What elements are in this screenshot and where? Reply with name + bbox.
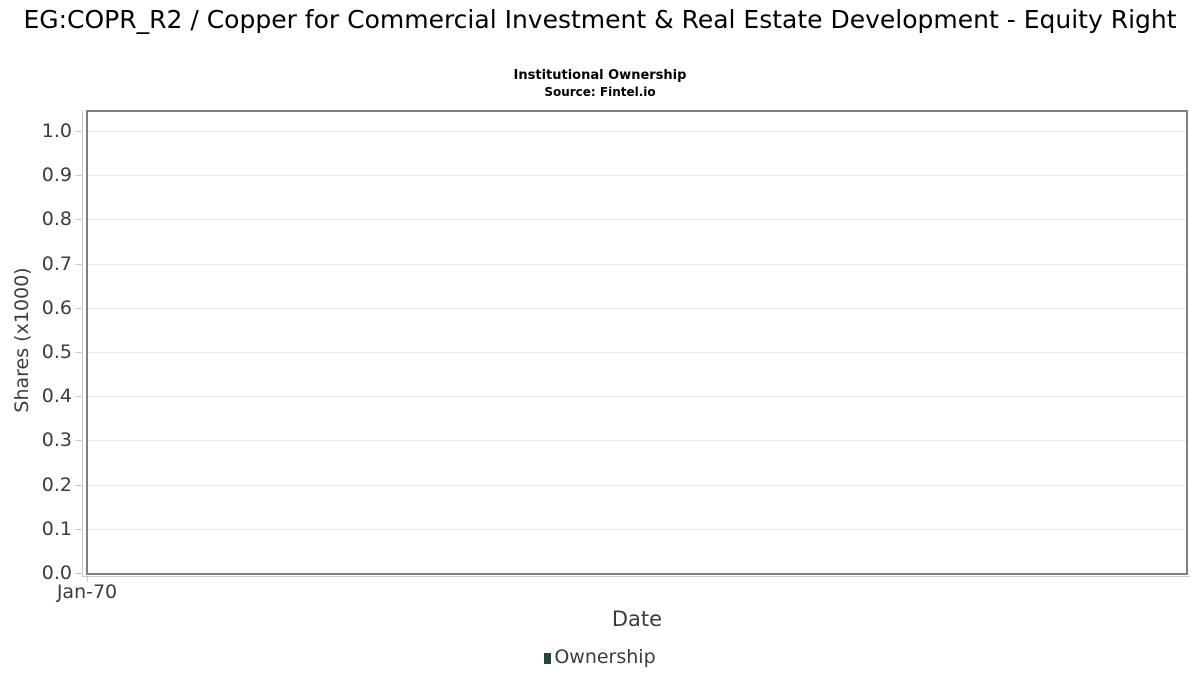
y-tick-label: 0.1 — [41, 517, 72, 540]
y-tick-label: 0.6 — [41, 296, 72, 319]
y-tick-label: 0.5 — [41, 341, 72, 363]
gridline — [88, 528, 1186, 530]
chart-subtitle: Institutional Ownership — [513, 68, 687, 83]
y-tick-label: 0.9 — [41, 164, 72, 187]
y-axis-line — [82, 110, 83, 577]
y-tick-mark — [75, 484, 83, 486]
legend-marker-icon — [544, 653, 552, 664]
y-tick-mark — [75, 352, 83, 353]
gridline — [88, 396, 1186, 398]
y-tick-mark — [75, 263, 83, 265]
x-tick-mark — [87, 576, 88, 582]
y-tick-label: 0.3 — [41, 429, 72, 452]
y-tick-mark — [75, 131, 83, 132]
plot-area — [86, 110, 1188, 575]
y-tick-label: 0.4 — [41, 385, 72, 408]
y-tick-mark — [75, 440, 83, 442]
legend-label: Ownership — [554, 646, 656, 668]
gridline — [88, 307, 1186, 309]
legend: Ownership — [0, 646, 1200, 668]
gridline — [88, 219, 1186, 221]
x-axis-line — [82, 576, 1190, 577]
x-tick-label: Jan-70 — [56, 581, 118, 603]
chart-source: Source: Fintel.io — [544, 85, 656, 99]
y-tick-label: 0.0 — [41, 562, 72, 584]
y-tick-label: 1.0 — [41, 120, 72, 142]
y-tick-mark — [75, 528, 83, 530]
gridline — [88, 175, 1186, 177]
y-tick-label: 0.7 — [41, 252, 72, 275]
y-tick-label: 0.8 — [41, 208, 72, 231]
x-axis-title: Date — [611, 607, 663, 631]
gridline — [88, 484, 1186, 486]
gridline — [88, 352, 1186, 353]
y-tick-mark — [75, 573, 83, 574]
gridline — [88, 131, 1186, 132]
gridline — [88, 263, 1186, 265]
y-tick-mark — [75, 396, 83, 398]
y-tick-mark — [75, 307, 83, 309]
chart-title: EG:COPR_R2 / Copper for Commercial Inves… — [23, 5, 1177, 34]
y-tick-mark — [75, 175, 83, 177]
y-tick-label: 0.2 — [41, 473, 72, 496]
y-tick-mark — [75, 219, 83, 221]
gridline — [88, 440, 1186, 442]
